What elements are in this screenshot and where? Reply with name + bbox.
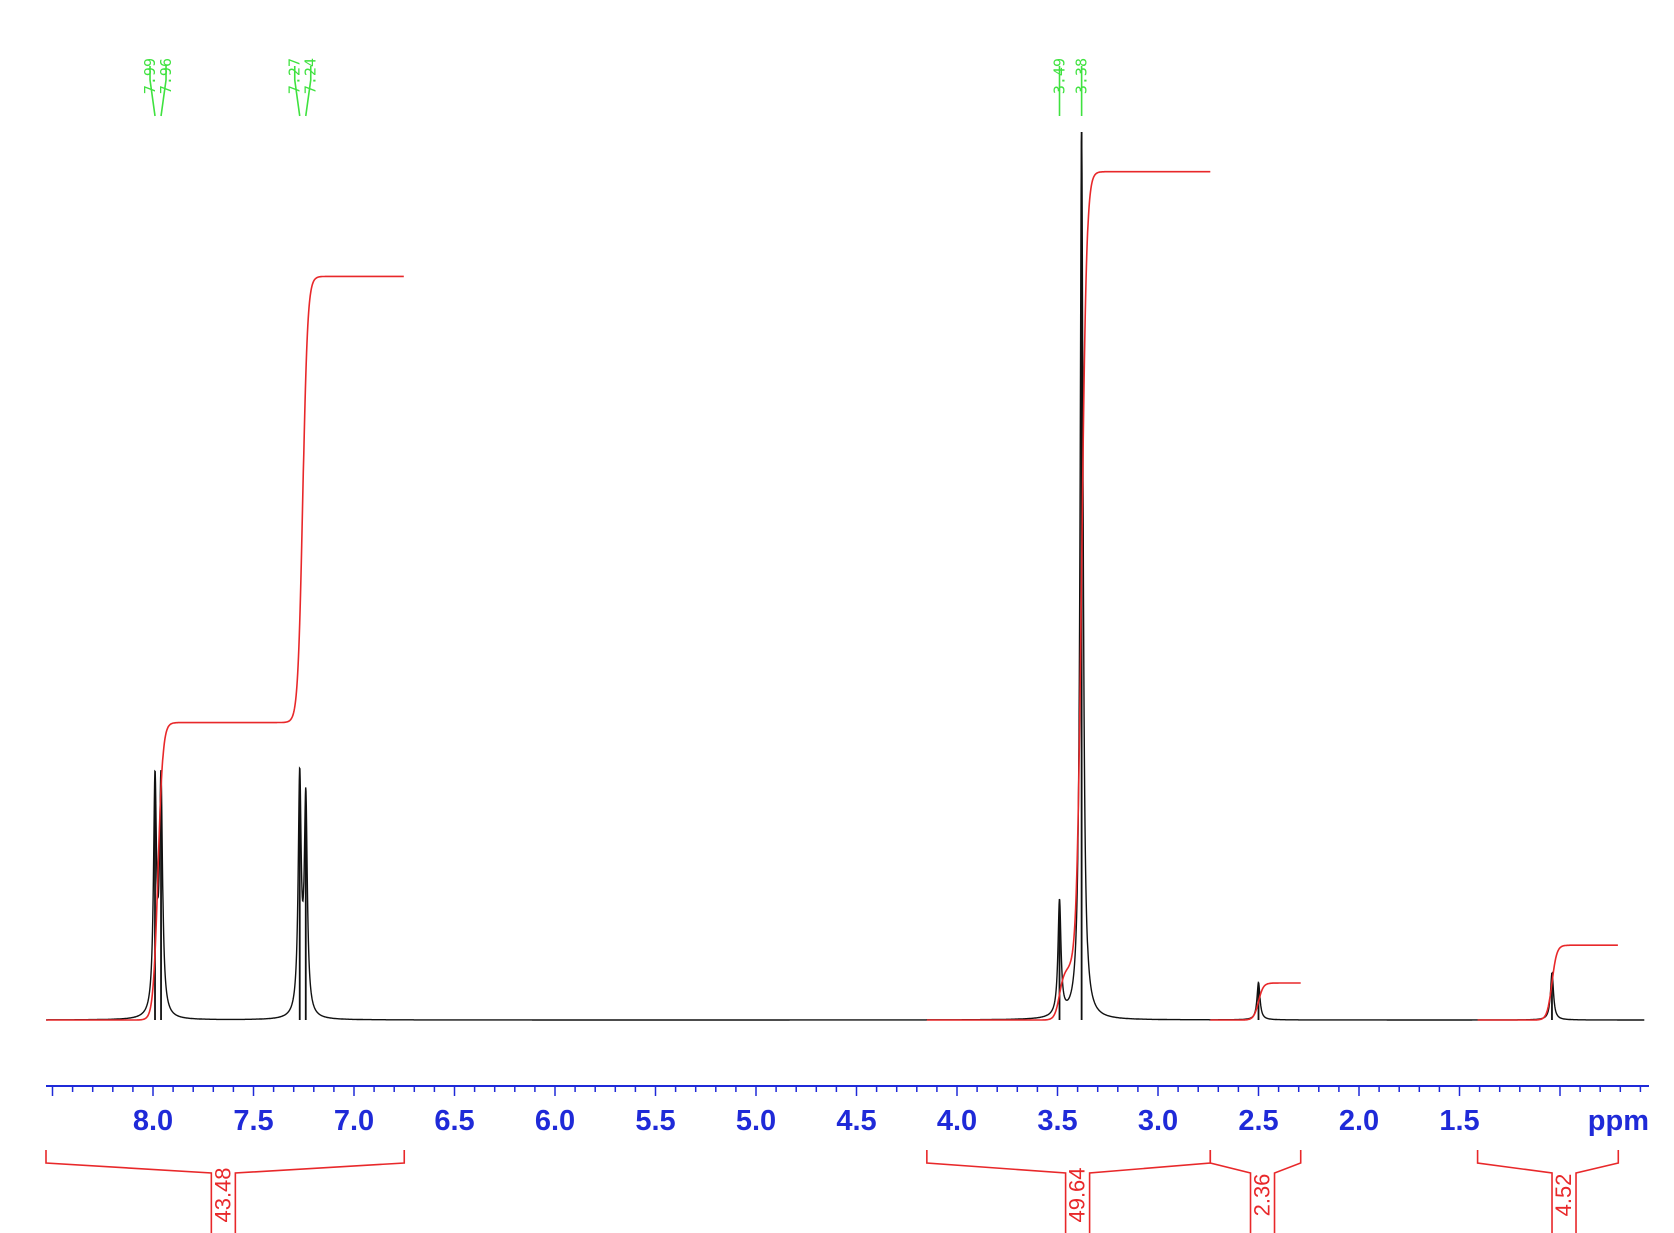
integral-bracket-2: [1209, 1150, 1302, 1233]
peak-label-leader: [160, 66, 167, 117]
integral-brackets: 43.48 49.64 2.36 4.52: [45, 1150, 1620, 1233]
x-axis: 8.0 7.5 7.0 6.5 6.0 5.5 5.0 4.5 4.0 3.5 3.0 2.5 2.0 1…: [46, 1085, 1649, 1137]
peak-labels: 7.997.96 7.277.24 3.49 3.38: [141, 58, 1091, 117]
x-tick-label: 4.0: [937, 1105, 977, 1137]
peak-label-leader: [149, 66, 156, 117]
integral-curve-0: [46, 275, 404, 1021]
x-tick-label: 3.5: [1037, 1105, 1077, 1137]
x-tick-label: 2.0: [1339, 1105, 1379, 1137]
integral-bracket-3: [1476, 1150, 1620, 1233]
x-tick-label: 7.5: [233, 1105, 273, 1137]
peak-label-leader: [293, 66, 301, 117]
peak-label-leader: [304, 66, 312, 117]
integral-curves: [46, 170, 1618, 1021]
x-tick-label: 8.0: [133, 1105, 173, 1137]
spectrum-trace: [46, 132, 1645, 1021]
integral-bracket-0: [45, 1150, 406, 1233]
x-tick-label: 6.0: [535, 1105, 575, 1137]
x-tick-label: 4.5: [836, 1105, 876, 1137]
integral-curve-2: [1210, 982, 1301, 1021]
x-tick-label: 5.0: [736, 1105, 776, 1137]
x-tick-label: 5.5: [635, 1105, 675, 1137]
integral-value-label: 43.48: [210, 1167, 235, 1222]
integral-curve-3: [1477, 944, 1618, 1021]
x-tick-label: 3.0: [1138, 1105, 1178, 1137]
x-axis-unit-label: ppm: [1588, 1105, 1649, 1137]
integral-value-label: 2.36: [1250, 1174, 1275, 1217]
integral-value-label: 49.64: [1065, 1167, 1090, 1222]
integral-curve-1: [926, 170, 1211, 1021]
x-tick-label: 1.5: [1439, 1105, 1479, 1137]
x-tick-label: 2.5: [1238, 1105, 1278, 1137]
x-tick-label: 7.0: [334, 1105, 374, 1137]
x-tick-label: 6.5: [434, 1105, 474, 1137]
spectrum-line: [46, 133, 1645, 1021]
integral-value-label: 4.52: [1551, 1174, 1576, 1217]
